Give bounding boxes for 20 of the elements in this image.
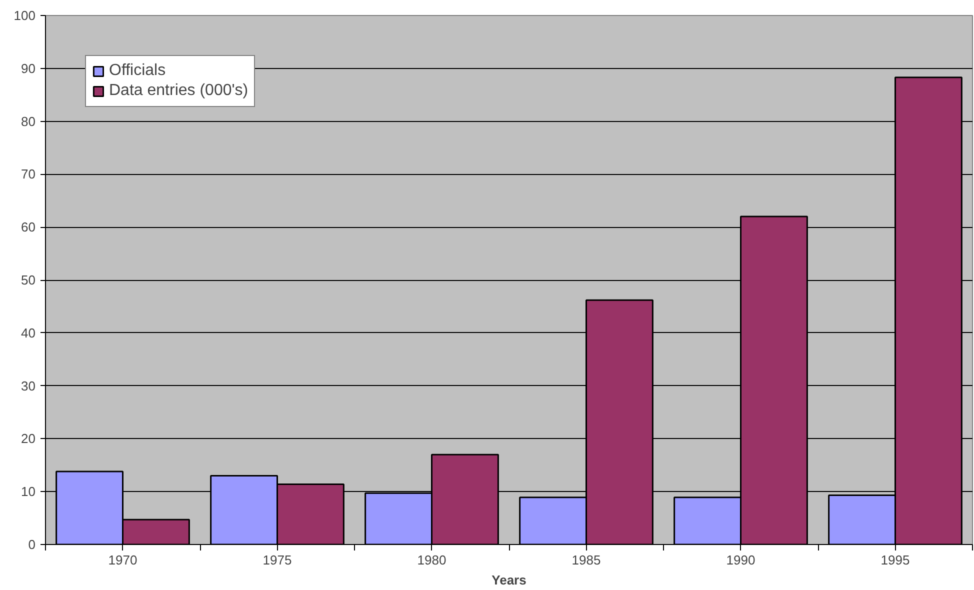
y-tick-label: 10: [21, 484, 36, 500]
x-tick-label: 1970: [108, 552, 138, 568]
x-tick-label: 1990: [726, 552, 756, 568]
y-tick-label: 30: [21, 378, 36, 394]
y-tick-label: 0: [28, 537, 36, 552]
y-tick-label: 90: [21, 60, 36, 76]
y-tick-label: 100: [14, 8, 36, 23]
y-tick-label: 70: [21, 166, 36, 182]
x-tick-label: 1980: [417, 552, 446, 568]
x-tick-label: 1995: [880, 552, 910, 568]
x-tick-label: 1985: [572, 552, 601, 568]
y-tick-label: 50: [21, 272, 36, 288]
legend-label: Data entries (000's): [109, 82, 248, 100]
y-tick-label: 40: [21, 325, 36, 340]
x-tick-label: 1975: [262, 552, 292, 568]
legend-label: Officials: [109, 62, 166, 80]
y-tick-label: 60: [21, 220, 36, 235]
y-tick-label: 20: [21, 431, 36, 446]
x-axis-title: Years: [492, 572, 526, 588]
y-tick-label: 80: [21, 114, 36, 129]
